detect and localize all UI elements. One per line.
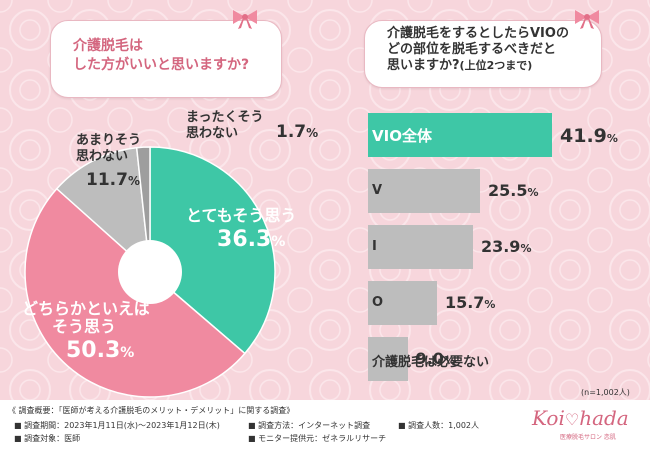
right-question-box: 介護脱毛をするとしたらVIOの どの部位を脱毛するべきだと 思いますか?(上位2… <box>364 20 602 88</box>
value-strongly-agree: 36.3 <box>217 227 272 252</box>
survey-provider: ■ モニター提供元：ゼネラルリサーチ <box>248 434 387 443</box>
bar-4 <box>368 337 408 381</box>
bar-label-1: V <box>372 183 383 198</box>
right-title-line2: どの部位を脱毛するべきだと <box>387 42 557 57</box>
left-title-line1: 介護脱毛は <box>73 38 143 54</box>
survey-count: ■ 調査人数：1,002人 <box>398 421 480 430</box>
bar-label-2: I <box>372 239 377 254</box>
value-somewhat-agree: 50.3 <box>66 338 121 363</box>
survey-method: ■ 調査方法：インターネット調査 <box>248 421 371 430</box>
right-title-line1: 介護脱毛をするとしたらVIOの <box>387 26 569 41</box>
right-title-note: (上位2つまで) <box>459 59 533 72</box>
footer: 《 調査概要：「医師が考える介護脱毛のメリット・デメリット」に関する調査》 ■ … <box>0 400 650 450</box>
left-question-box: 介護脱毛は した方がいいと思いますか? <box>50 20 282 98</box>
bar-label-3: O <box>372 295 384 310</box>
survey-target: ■ 調査対象：医師 <box>14 434 81 443</box>
bar-1 <box>368 169 480 213</box>
slice-label-not-at-all: まったくそう 思わない <box>186 110 264 141</box>
slice-label-not-really: あまりそう 思わない 11.7% <box>76 133 142 190</box>
sample-size: (n=1,002人) <box>581 388 630 397</box>
bar-label-4: 介護脱毛は必要ない <box>372 355 490 370</box>
value-not-at-all: 1.7% <box>276 122 319 142</box>
slice-not-really <box>55 146 151 274</box>
heart-icon: ♡ <box>564 410 580 429</box>
right-title-line3: 思いますか? <box>387 58 460 73</box>
brand-subtitle: 医療脱毛サロン 恋肌 <box>560 434 616 441</box>
survey-title: 《 調査概要：「医師が考える介護脱毛のメリット・デメリット」に関する調査》 <box>8 406 295 415</box>
slice-label-strongly-agree: とてもそう思う 36.3% <box>186 206 297 252</box>
bar-value-3: 15.7% <box>444 293 496 312</box>
brand-logo: Koi♡hada <box>532 406 629 430</box>
donut-chart <box>24 146 276 398</box>
value-not-really: 11.7 <box>86 170 128 190</box>
left-title-line2: した方がいいと思いますか? <box>73 57 250 73</box>
donut-hole <box>118 240 182 304</box>
bar-value-2: 23.9% <box>480 237 532 256</box>
bar-label-0: VIO全体 <box>372 127 432 145</box>
bar-0 <box>368 113 552 157</box>
ribbon-icon <box>233 10 257 29</box>
bar-value-0: 41.9% <box>560 125 618 147</box>
bar-value-1: 25.5% <box>487 181 539 200</box>
survey-period: ■ 調査期間：2023年1月11日(水)～2023年1月12日(木) <box>14 421 220 430</box>
ribbon-icon <box>575 10 599 29</box>
slice-strongly-agree <box>149 146 276 355</box>
bar-3 <box>368 281 437 325</box>
bar-2 <box>368 225 473 269</box>
bar-value-4: 9.0% <box>415 349 455 368</box>
slice-label-somewhat-agree: どちらかといえば そう思う 50.3% <box>22 299 151 363</box>
